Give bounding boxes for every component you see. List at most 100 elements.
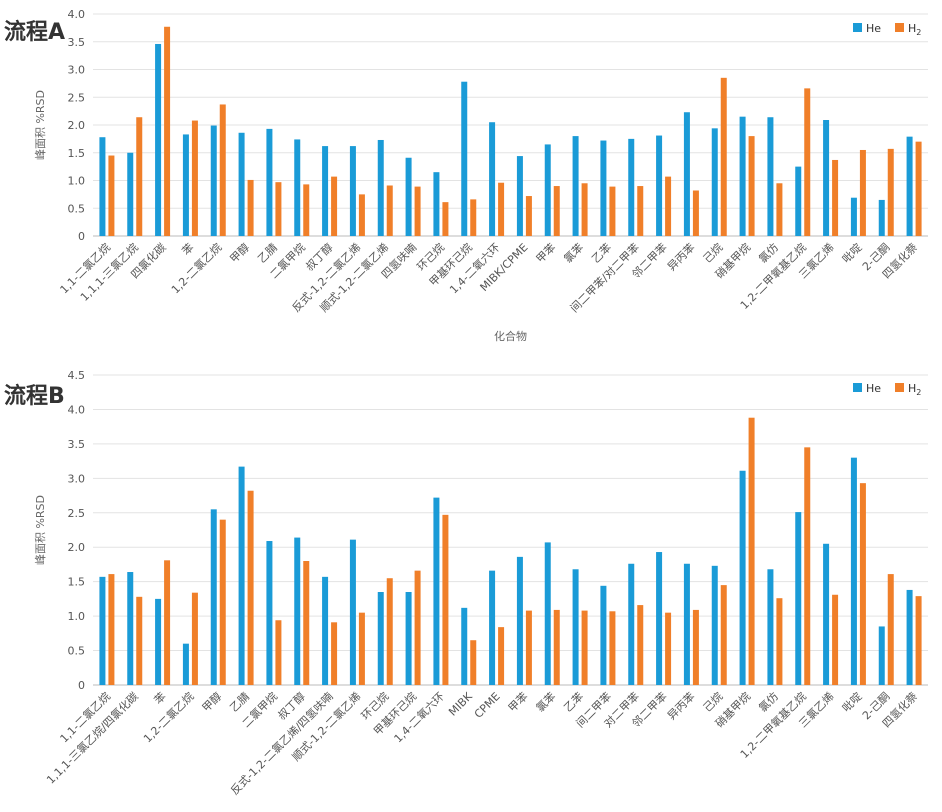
bar-he <box>210 125 217 236</box>
bar-he <box>878 626 885 685</box>
y-tick-label: 3.0 <box>68 64 86 77</box>
bar-h2 <box>609 611 616 685</box>
x-tick-label: 己烷 <box>700 240 725 265</box>
bar-he <box>683 563 690 685</box>
bar-he <box>795 512 802 685</box>
bar-h2 <box>832 594 839 685</box>
bar-he <box>628 563 635 685</box>
bar-he <box>405 592 412 685</box>
bar-h2 <box>442 514 449 685</box>
bar-he <box>377 139 384 236</box>
bar-h2 <box>247 179 254 236</box>
bar-h2 <box>191 120 198 236</box>
bar-h2 <box>915 596 922 685</box>
bar-he <box>433 497 440 685</box>
x-tick-label: 甲醇 <box>199 689 224 714</box>
bar-h2 <box>776 598 783 685</box>
bar-he <box>461 607 468 685</box>
bar-h2 <box>498 627 505 685</box>
x-tick-label: 氯仿 <box>756 689 781 714</box>
x-tick-label: 吡啶 <box>839 689 864 714</box>
legend-label-h2-subscript: 2 <box>916 388 921 397</box>
bar-h2 <box>164 26 171 236</box>
bar-h2 <box>776 183 783 236</box>
legend: He H2 <box>853 22 921 37</box>
x-tick-label: 乙苯 <box>561 689 586 714</box>
y-tick-label: 1.5 <box>68 576 86 589</box>
bar-he <box>238 132 245 236</box>
bar-h2 <box>470 640 477 685</box>
x-tick-label: 乙苯 <box>589 240 614 265</box>
bar-h2 <box>275 182 282 236</box>
legend-swatch-h2 <box>895 23 904 32</box>
bar-h2 <box>581 610 588 685</box>
bar-h2 <box>720 77 727 236</box>
bar-h2 <box>358 612 365 685</box>
bar-he <box>349 539 356 685</box>
bar-he <box>294 537 301 685</box>
x-tick-label: MIBK <box>446 689 475 718</box>
bar-he <box>628 138 635 236</box>
y-tick-label: 1.0 <box>68 175 86 188</box>
bar-h2 <box>692 609 699 685</box>
legend-label-he: He <box>866 22 881 35</box>
bar-h2 <box>553 609 560 685</box>
x-tick-label: 己烷 <box>700 689 725 714</box>
y-tick-label: 0 <box>78 230 85 243</box>
y-axis-title: 峰面积 %RSD <box>34 90 47 160</box>
bar-he <box>767 117 774 236</box>
bar-h2 <box>358 194 365 236</box>
bar-he <box>489 570 496 685</box>
bar-he <box>99 137 106 236</box>
x-tick-label: 氯仿 <box>756 240 781 265</box>
x-tick-label: 吡啶 <box>839 240 864 265</box>
bar-he <box>266 128 273 236</box>
bar-he <box>489 122 496 236</box>
x-tick-label: 1,2-二氯乙烷 <box>168 240 224 296</box>
y-tick-label: 2.5 <box>68 507 86 520</box>
y-tick-label: 3.0 <box>68 472 86 485</box>
y-tick-label: 0.5 <box>68 202 86 215</box>
bar-h2 <box>692 190 699 236</box>
bar-h2 <box>414 186 421 236</box>
bar-h2 <box>247 490 254 685</box>
bar-he <box>461 81 468 237</box>
bar-h2 <box>414 570 421 685</box>
x-tick-label: 甲苯 <box>533 240 558 265</box>
legend-swatch-h2 <box>895 383 904 392</box>
y-tick-label: 4.0 <box>68 8 86 21</box>
chart-panel-a: 流程A 0 0.5 1.0 1.5 2.0 2.5 3.0 3.5 4.0 峰面积 %RSD 1,1… <box>0 0 942 360</box>
bar-h2 <box>191 592 198 685</box>
x-tick-label: 氯苯 <box>561 240 586 265</box>
legend-label-he: He <box>866 382 881 395</box>
bar-h2 <box>525 196 532 236</box>
y-tick-label: 4.0 <box>68 403 86 416</box>
bar-he <box>210 509 217 685</box>
legend-swatch-he <box>853 383 862 392</box>
y-tick-label: 1.5 <box>68 147 86 160</box>
bar-he <box>99 576 106 685</box>
bar-h2 <box>553 186 560 236</box>
legend-label-h2-main: H <box>908 382 916 395</box>
bar-h2 <box>108 574 115 685</box>
bar-he <box>322 576 329 685</box>
bar-h2 <box>832 159 839 236</box>
bar-he <box>182 643 189 685</box>
bar-h2 <box>804 447 811 685</box>
bar-h2 <box>887 574 894 685</box>
y-tick-label: 3.5 <box>68 36 86 49</box>
y-tick-label: 0.5 <box>68 645 86 658</box>
bar-h2 <box>637 186 644 236</box>
bar-h2 <box>470 199 477 236</box>
bar-h2 <box>386 185 393 236</box>
bar-he <box>544 542 551 685</box>
bar-h2 <box>136 117 143 236</box>
bar-he <box>127 152 134 236</box>
bar-he <box>238 466 245 685</box>
x-tick-label: 氯苯 <box>533 689 558 714</box>
bar-he <box>656 135 663 236</box>
bar-h2 <box>498 182 505 236</box>
bar-h2 <box>331 176 338 236</box>
bar-he <box>544 144 551 236</box>
